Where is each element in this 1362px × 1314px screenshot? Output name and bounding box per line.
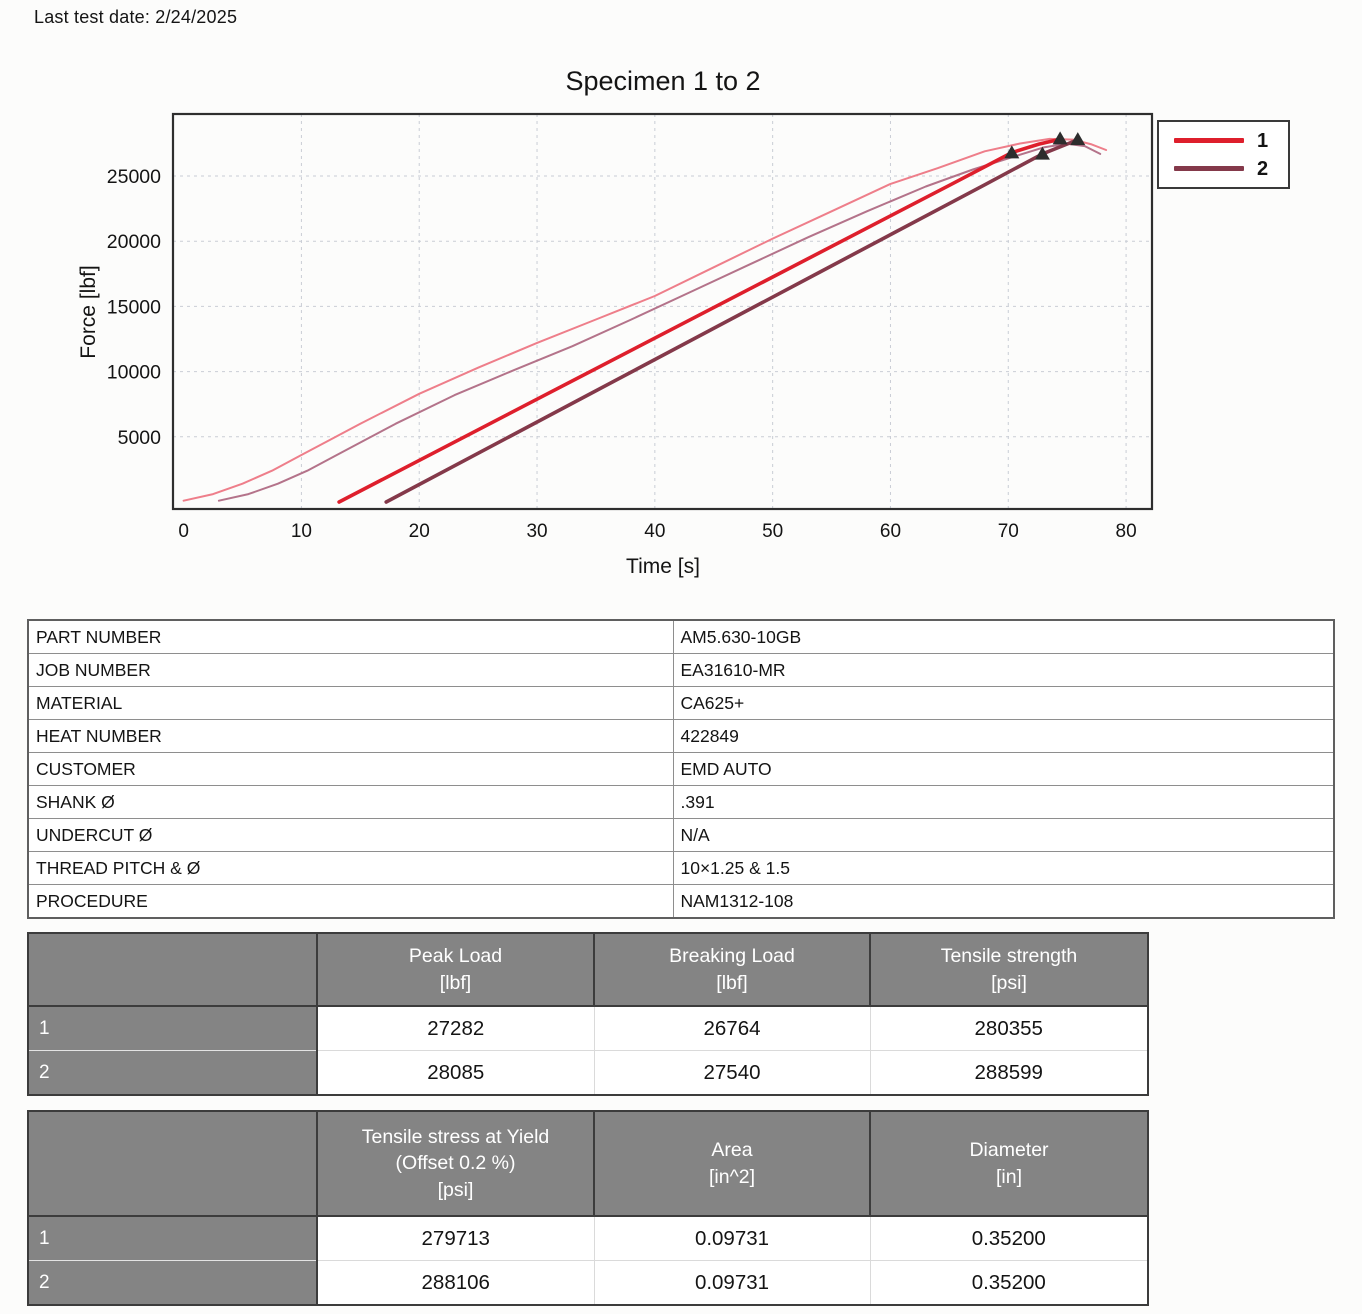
- info-value: 422849: [672, 719, 1335, 753]
- table-row: 1 279713 0.09731 0.35200: [28, 1215, 1149, 1261]
- results-table-yield: Tensile stress at Yield (Offset 0.2 %) […: [27, 1110, 1149, 1306]
- value-cell: 280355: [869, 1005, 1149, 1051]
- info-value: 10×1.25 & 1.5: [672, 851, 1335, 885]
- info-value: NAM1312-108: [672, 884, 1335, 919]
- x-tick-label: 20: [409, 521, 430, 542]
- specimen-2-offset-line: [384, 137, 1080, 504]
- x-tick-label: 80: [1116, 521, 1137, 542]
- table-row: 2 288106 0.09731 0.35200: [28, 1260, 1149, 1306]
- value-cell: 288106: [316, 1260, 595, 1306]
- info-label: JOB NUMBER: [27, 653, 674, 687]
- last-test-date: Last test date: 2/24/2025: [34, 7, 238, 27]
- plot-frame: [171, 112, 1154, 511]
- info-label: SHANK Ø: [27, 785, 674, 819]
- x-tick-label: 70: [998, 521, 1019, 542]
- y-tick-label: 25000: [107, 166, 161, 188]
- peak-marker-1: [1052, 131, 1068, 145]
- legend-entry-1: 1: [1159, 131, 1288, 151]
- legend-line-icon: [1174, 138, 1244, 143]
- x-tick-label: 40: [644, 521, 665, 542]
- info-label: MATERIAL: [27, 686, 674, 720]
- info-table-row: SHANK Ø .391: [27, 785, 1335, 819]
- specimen-2-trace: [217, 142, 1102, 502]
- row-label: 2: [28, 1260, 318, 1306]
- value-cell: 27540: [593, 1050, 871, 1096]
- value-cell: 0.35200: [869, 1260, 1149, 1306]
- y-tick-label: 20000: [107, 231, 161, 253]
- x-tick-label: 10: [291, 521, 312, 542]
- table-row: 2 28085 27540 288599: [28, 1050, 1149, 1096]
- corner-cell: [28, 933, 318, 1007]
- info-table-row: PART NUMBER AM5.630-10GB: [27, 619, 1335, 654]
- y-tick-label: 10000: [107, 362, 161, 384]
- info-table-body: PART NUMBER AM5.630-10GB JOB NUMBER EA31610…: [27, 619, 1335, 919]
- specimen-1-offset-line: [337, 137, 1062, 504]
- peak-marker-2: [1070, 132, 1086, 146]
- info-table-row: THREAD PITCH & Ø 10×1.25 & 1.5: [27, 851, 1335, 885]
- info-label: CUSTOMER: [27, 752, 674, 786]
- column-header: Peak Load [lbf]: [317, 933, 595, 1007]
- x-tick-label: 60: [880, 521, 901, 542]
- results-table-load: Peak Load [lbf] Breaking Load [lbf] Tensil…: [27, 932, 1149, 1096]
- column-header: Diameter [in]: [870, 1111, 1148, 1217]
- info-label: PROCEDURE: [27, 884, 674, 919]
- info-table-row: PROCEDURE NAM1312-108: [27, 884, 1335, 919]
- chart-title: Specimen 1 to 2: [565, 66, 761, 96]
- x-axis-label: Time [s]: [626, 555, 700, 578]
- header-row: Tensile stress at Yield (Offset 0.2 %) […: [28, 1111, 1148, 1217]
- info-label: PART NUMBER: [27, 619, 674, 654]
- x-tick-label: 0: [178, 521, 189, 542]
- info-table-row: CUSTOMER EMD AUTO: [27, 752, 1335, 786]
- value-cell: 0.09731: [593, 1260, 871, 1306]
- info-value: N/A: [672, 818, 1335, 852]
- value-cell: 288599: [869, 1050, 1149, 1096]
- info-table-row: UNDERCUT Ø N/A: [27, 818, 1335, 852]
- value-cell: 26764: [593, 1005, 871, 1051]
- row-label: 1: [28, 1005, 318, 1051]
- info-value: AM5.630-10GB: [672, 619, 1335, 654]
- info-table-row: HEAT NUMBER 422849: [27, 719, 1335, 753]
- value-cell: 0.35200: [869, 1215, 1149, 1261]
- table-row: 1 27282 26764 280355: [28, 1005, 1149, 1051]
- break-marker-1: [1004, 145, 1020, 159]
- break-marker-2: [1034, 146, 1050, 160]
- legend-label: 1: [1257, 129, 1269, 152]
- legend-entry-2: 2: [1159, 159, 1288, 179]
- header-row: Peak Load [lbf] Breaking Load [lbf] Tensil…: [28, 933, 1148, 1007]
- info-value: EA31610-MR: [672, 653, 1335, 687]
- column-header: Area [in^2]: [594, 1111, 871, 1217]
- value-cell: 28085: [316, 1050, 595, 1096]
- info-value: CA625+: [672, 686, 1335, 720]
- force-time-chart: 0 10 20 30 40 50 60 70 80 5000 10000 15000 20000 2500…: [107, 112, 1154, 542]
- info-value: .391: [672, 785, 1335, 819]
- row-label: 1: [28, 1215, 318, 1261]
- y-axis-label: Force [lbf]: [77, 265, 100, 359]
- column-header: Tensile strength [psi]: [870, 933, 1148, 1007]
- legend-line-icon: [1174, 166, 1244, 171]
- x-tick-label: 30: [526, 521, 547, 542]
- y-tick-label: 15000: [107, 296, 161, 318]
- value-cell: 279713: [316, 1215, 595, 1261]
- specimen-1-trace: [182, 137, 1108, 502]
- column-header: Tensile stress at Yield (Offset 0.2 %) […: [317, 1111, 595, 1217]
- info-value: EMD AUTO: [672, 752, 1335, 786]
- x-tick-label: 50: [762, 521, 783, 542]
- specimen-info-table: PART NUMBER AM5.630-10GB JOB NUMBER EA31610…: [27, 619, 1335, 919]
- y-tick-label: 5000: [118, 427, 162, 449]
- info-table-row: JOB NUMBER EA31610-MR: [27, 653, 1335, 687]
- info-label: THREAD PITCH & Ø: [27, 851, 674, 885]
- value-cell: 27282: [316, 1005, 595, 1051]
- corner-cell: [28, 1111, 318, 1217]
- info-table-row: MATERIAL CA625+: [27, 686, 1335, 720]
- legend-label: 2: [1257, 157, 1269, 180]
- info-label: HEAT NUMBER: [27, 719, 674, 753]
- column-header: Breaking Load [lbf]: [594, 933, 871, 1007]
- info-label: UNDERCUT Ø: [27, 818, 674, 852]
- value-cell: 0.09731: [593, 1215, 871, 1261]
- row-label: 2: [28, 1050, 318, 1096]
